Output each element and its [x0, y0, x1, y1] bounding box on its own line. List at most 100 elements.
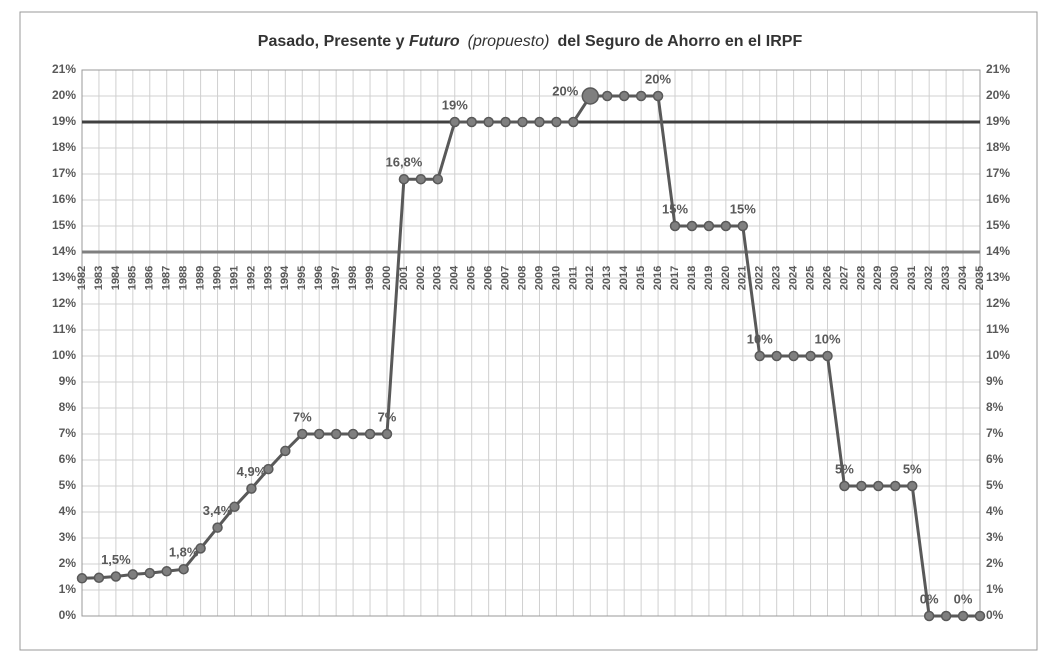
title-part: Futuro: [409, 33, 460, 50]
data-label: 0%: [954, 591, 973, 606]
data-point: [805, 350, 816, 362]
y-tick-label: 12%: [52, 296, 76, 310]
y-tick-label: 3%: [59, 530, 77, 544]
y2-tick-label: 0%: [986, 608, 1004, 622]
data-point: [940, 610, 952, 622]
data-label: 7%: [293, 409, 312, 424]
x-tick-label: 2026: [821, 266, 833, 290]
data-point: [788, 350, 799, 362]
data-point: [195, 543, 206, 554]
y-tick-label: 9%: [59, 374, 77, 388]
data-point: [839, 480, 850, 492]
data-point: [297, 428, 308, 440]
data-point: [906, 480, 918, 492]
title-part: Pasado, Presente y: [258, 33, 409, 50]
data-label: 10%: [747, 331, 773, 346]
x-tick-label: 2022: [754, 266, 766, 290]
x-tick-label: 2033: [940, 266, 952, 290]
y-tick-label: 19%: [52, 114, 76, 128]
x-tick-label: 2014: [618, 265, 630, 290]
data-point: [974, 610, 986, 622]
data-label: 10%: [814, 331, 840, 346]
y-tick-label: 5%: [59, 478, 77, 492]
data-point: [720, 220, 732, 232]
data-label: 19%: [442, 97, 468, 112]
x-tick-label: 2016: [652, 266, 664, 290]
x-tick-label: 1996: [313, 266, 325, 290]
data-point: [581, 87, 600, 105]
x-tick-label: 1986: [144, 266, 156, 290]
x-tick-label: 1990: [211, 266, 223, 290]
data-point: [551, 116, 562, 128]
data-point: [483, 116, 494, 128]
data-point: [669, 220, 681, 232]
data-point: [398, 173, 410, 185]
x-tick-label: 1985: [127, 266, 139, 290]
y2-tick-label: 7%: [986, 426, 1004, 440]
data-label: 5%: [835, 461, 854, 476]
data-point: [263, 463, 274, 475]
x-tick-label: 1983: [93, 266, 105, 290]
x-tick-label: 2005: [466, 266, 478, 290]
x-tick-label: 2025: [804, 266, 816, 290]
x-tick-label: 2028: [855, 266, 867, 290]
x-tick-label: 1987: [161, 266, 173, 290]
data-label: 20%: [645, 71, 671, 86]
x-tick-label: 1998: [347, 266, 359, 290]
x-tick-label: 2009: [533, 266, 545, 290]
data-label: 20%: [552, 83, 578, 98]
data-label: 15%: [662, 201, 688, 216]
data-point: [212, 522, 223, 533]
y-tick-label: 18%: [52, 140, 76, 154]
data-point: [178, 563, 189, 575]
y2-tick-label: 11%: [986, 322, 1010, 336]
data-point: [229, 501, 240, 513]
data-point: [280, 445, 291, 457]
data-point: [93, 572, 105, 584]
y2-tick-label: 12%: [986, 296, 1010, 310]
x-tick-label: 1988: [178, 266, 190, 290]
x-tick-label: 2000: [381, 266, 393, 290]
data-point: [330, 428, 342, 440]
x-tick-label: 1994: [279, 265, 291, 290]
data-point: [364, 428, 376, 440]
data-point: [313, 428, 325, 440]
y2-tick-label: 17%: [986, 166, 1010, 180]
data-point: [161, 566, 172, 577]
x-tick-label: 2003: [432, 266, 444, 290]
x-tick-label: 2001: [398, 266, 410, 290]
y2-tick-label: 18%: [986, 140, 1010, 154]
x-tick-label: 1993: [262, 266, 274, 290]
y-tick-label: 21%: [52, 62, 76, 76]
x-tick-label: 2015: [635, 266, 647, 290]
y2-tick-label: 19%: [986, 114, 1010, 128]
y2-tick-label: 14%: [986, 244, 1010, 258]
y2-tick-label: 2%: [986, 556, 1004, 570]
y-tick-label: 4%: [59, 504, 77, 518]
data-point: [754, 350, 765, 362]
y2-tick-label: 4%: [986, 504, 1004, 518]
x-tick-label: 1992: [245, 266, 257, 290]
data-label: 1,8%: [169, 545, 199, 560]
x-tick-label: 2021: [737, 266, 749, 290]
x-tick-label: 1991: [228, 266, 240, 290]
y-tick-label: 6%: [59, 452, 77, 466]
x-tick-label: 2002: [415, 266, 427, 290]
x-tick-label: 1995: [296, 266, 308, 290]
data-point: [76, 573, 88, 584]
y2-tick-label: 1%: [986, 582, 1004, 596]
x-tick-label: 2035: [974, 266, 986, 290]
x-tick-label: 2008: [516, 266, 528, 290]
data-point: [432, 173, 444, 185]
x-tick-label: 2006: [483, 266, 495, 290]
data-point: [737, 220, 749, 232]
data-point: [873, 480, 884, 492]
title-part: del Seguro de Ahorro en el IRPF: [557, 33, 802, 50]
data-point: [601, 90, 613, 102]
x-tick-label: 1989: [195, 266, 207, 290]
x-tick-label: 2010: [550, 266, 562, 290]
y2-tick-label: 21%: [986, 62, 1010, 76]
x-tick-label: 2031: [906, 266, 918, 290]
data-point: [534, 116, 545, 128]
data-point: [568, 116, 579, 128]
